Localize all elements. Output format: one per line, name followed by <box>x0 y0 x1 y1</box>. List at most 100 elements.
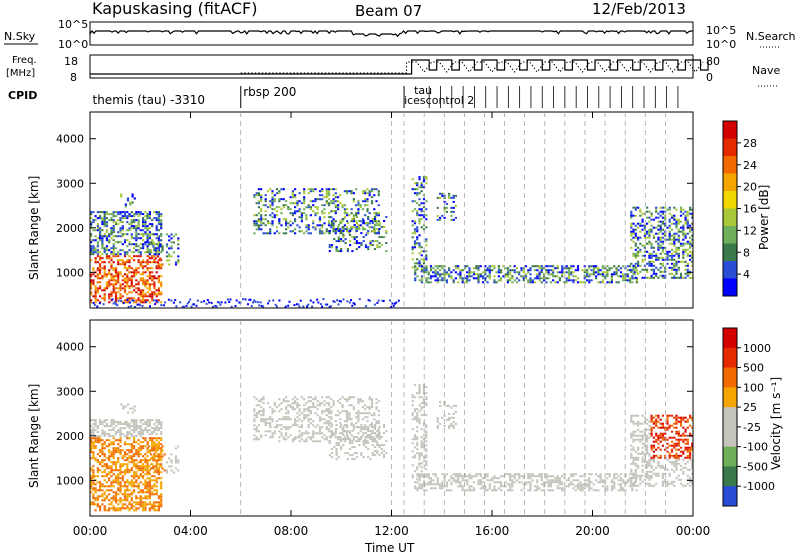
power-cell <box>275 230 279 233</box>
power-cell <box>170 299 173 302</box>
power-cell <box>99 287 102 290</box>
power-cell <box>619 271 623 274</box>
power-cell <box>668 230 671 233</box>
power-cell <box>427 281 430 284</box>
power-cell <box>362 222 365 224</box>
velocity-cell <box>126 437 129 440</box>
velocity-cell <box>110 465 113 468</box>
velocity-cell <box>103 493 106 496</box>
velocity-cell <box>142 477 145 480</box>
power-cell <box>632 206 635 209</box>
power-cell <box>117 211 120 214</box>
power-cell <box>123 239 127 242</box>
velocity-cell <box>429 481 433 484</box>
power-cell <box>646 206 649 209</box>
power-cell <box>416 262 419 265</box>
power-cell <box>334 212 337 215</box>
power-cell <box>105 245 108 248</box>
velocity-cell <box>152 449 155 452</box>
power-cell <box>161 247 164 250</box>
velocity-cell <box>133 409 136 412</box>
velocity-cell <box>608 475 611 478</box>
power-cell <box>120 195 123 198</box>
power-cell <box>142 277 145 280</box>
velocity-cell <box>99 469 102 472</box>
power-cell <box>278 192 281 195</box>
velocity-cell <box>123 507 127 510</box>
power-cell <box>414 279 417 282</box>
power-cell <box>436 271 439 274</box>
velocity-cell <box>151 485 154 488</box>
velocity-cell <box>529 483 532 486</box>
velocity-cell <box>148 483 151 486</box>
power-cell <box>133 247 136 250</box>
power-cell <box>146 227 149 230</box>
power-cell <box>114 287 118 290</box>
power-cell <box>110 291 113 294</box>
velocity-cell <box>491 477 494 480</box>
velocity-cell <box>552 475 555 478</box>
velocity-cell <box>327 404 331 407</box>
velocity-cell <box>327 424 331 427</box>
power-cell <box>291 230 294 233</box>
velocity-cell <box>108 477 111 480</box>
power-cell <box>131 201 134 204</box>
power-cell <box>139 253 142 256</box>
power-cell <box>110 251 113 254</box>
power-cell <box>630 268 633 271</box>
power-cell <box>425 250 428 253</box>
velocity-cell <box>466 479 469 482</box>
power-cell <box>271 202 274 205</box>
velocity-cell <box>657 462 660 465</box>
velocity-cell <box>366 440 369 443</box>
power-cell <box>682 212 685 215</box>
velocity-cell <box>420 428 423 431</box>
power-cell <box>420 190 423 193</box>
power-cell <box>358 226 361 228</box>
power-cell <box>497 267 500 270</box>
power-cell <box>90 299 93 302</box>
power-cell <box>130 271 133 274</box>
power-cell <box>632 268 635 271</box>
velocity-cell <box>361 418 365 421</box>
velocity-cell <box>436 483 439 486</box>
power-cell <box>540 277 543 280</box>
power-cell <box>255 220 258 223</box>
power-cell <box>677 234 680 237</box>
power-cell <box>119 241 122 244</box>
power-cell <box>682 252 685 255</box>
power-cell <box>330 246 334 249</box>
velocity-cell <box>468 485 471 488</box>
power-cell <box>157 229 160 232</box>
power-cell <box>335 248 338 251</box>
power-cell <box>108 301 111 304</box>
velocity-cell <box>133 491 136 494</box>
velocity-cell <box>543 483 546 486</box>
velocity-cell <box>126 443 129 446</box>
velocity-cell <box>506 473 509 476</box>
velocity-cell <box>280 424 283 427</box>
velocity-cell <box>425 426 428 429</box>
velocity-cell <box>597 489 600 492</box>
power-cell <box>312 190 315 193</box>
velocity-cell <box>161 445 164 448</box>
velocity-cell <box>142 501 145 504</box>
power-cell <box>634 224 637 227</box>
velocity-cell <box>352 438 355 441</box>
velocity-cell <box>160 497 163 500</box>
power-cell <box>144 241 147 244</box>
velocity-cell <box>361 426 365 429</box>
power-cell <box>155 267 158 270</box>
power-cell <box>157 299 160 302</box>
power-cell <box>130 223 133 226</box>
velocity-cell <box>101 475 104 478</box>
power-cell <box>96 255 99 258</box>
velocity-cell <box>108 459 111 462</box>
power-cell <box>689 208 692 211</box>
power-cell <box>271 200 274 203</box>
power-cell <box>481 275 485 278</box>
power-cell <box>139 273 142 276</box>
power-cell <box>597 273 600 276</box>
power-cell <box>119 229 122 232</box>
power-cell <box>411 210 414 213</box>
